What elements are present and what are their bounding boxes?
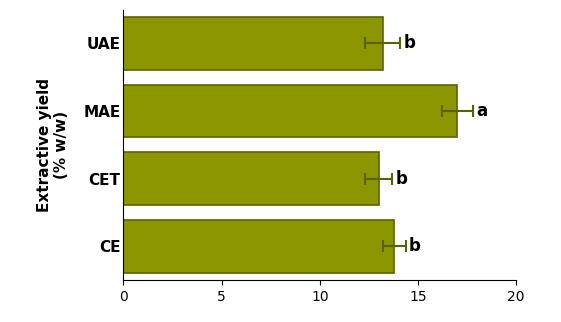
Text: b: b [403, 34, 415, 52]
Text: Extractive yield
(% w/w): Extractive yield (% w/w) [36, 78, 69, 212]
Text: b: b [409, 237, 421, 255]
Bar [123, 85, 457, 137]
Text: b: b [396, 170, 407, 188]
Bar [123, 220, 394, 273]
Bar [123, 17, 383, 70]
Text: a: a [476, 102, 487, 120]
Bar [123, 152, 379, 205]
